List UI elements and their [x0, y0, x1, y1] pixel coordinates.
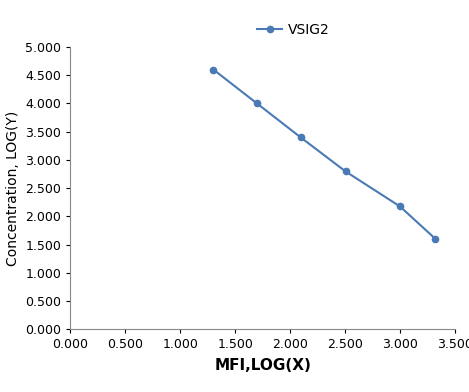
VSIG2: [432, 236, 438, 241]
VSIG2: [343, 169, 348, 174]
Y-axis label: Concentration, LOG(Y): Concentration, LOG(Y): [6, 111, 20, 266]
VSIG2: [211, 67, 216, 72]
VSIG2: [254, 101, 260, 106]
VSIG2: [397, 204, 403, 209]
VSIG2: [298, 135, 303, 140]
Line: VSIG2: VSIG2: [210, 66, 439, 242]
Legend: VSIG2: VSIG2: [252, 17, 335, 42]
X-axis label: MFI,LOG(X): MFI,LOG(X): [214, 358, 311, 373]
